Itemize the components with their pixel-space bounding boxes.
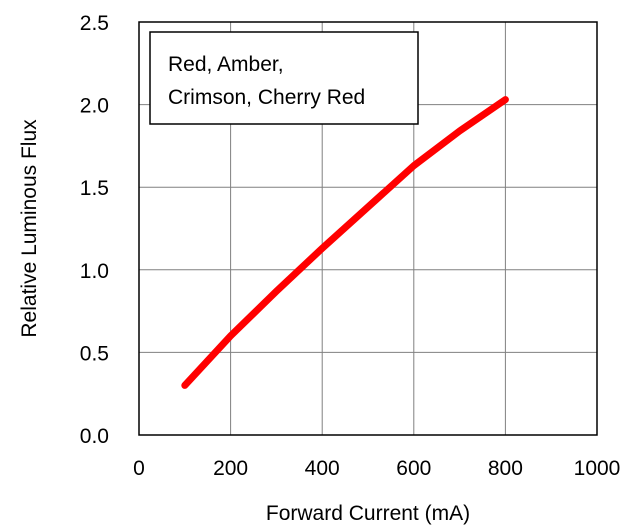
x-axis-label: Forward Current (mA) xyxy=(266,502,470,525)
y-tick-label: 2.0 xyxy=(80,95,109,118)
y-tick-label: 0.0 xyxy=(80,425,109,448)
y-tick-label: 2.5 xyxy=(80,12,109,35)
series-line xyxy=(181,96,509,389)
legend-line-2: Crimson, Cherry Red xyxy=(168,86,365,109)
y-tick-label: 1.0 xyxy=(80,260,109,283)
y-axis-label: Relative Luminous Flux xyxy=(18,119,41,338)
y-tick-label: 1.5 xyxy=(80,177,109,200)
plot-area-frame xyxy=(138,21,598,436)
legend-frame xyxy=(149,31,419,125)
x-tick-label: 200 xyxy=(213,457,248,480)
x-tick-label: 1000 xyxy=(574,457,621,480)
y-tick-labels: 0.0 0.5 1.0 1.5 2.0 2.5 xyxy=(80,12,109,448)
x-tick-label: 400 xyxy=(305,457,340,480)
series-layer xyxy=(181,96,509,389)
x-tick-label: 0 xyxy=(133,457,145,480)
legend-box: Red, Amber, Crimson, Cherry Red xyxy=(149,31,419,125)
x-tick-label: 800 xyxy=(488,457,523,480)
y-tick-label: 0.5 xyxy=(80,342,109,365)
x-tick-label: 600 xyxy=(396,457,431,480)
x-tick-labels: 0 200 400 600 800 1000 xyxy=(133,457,620,480)
legend-line-1: Red, Amber, xyxy=(168,53,284,76)
